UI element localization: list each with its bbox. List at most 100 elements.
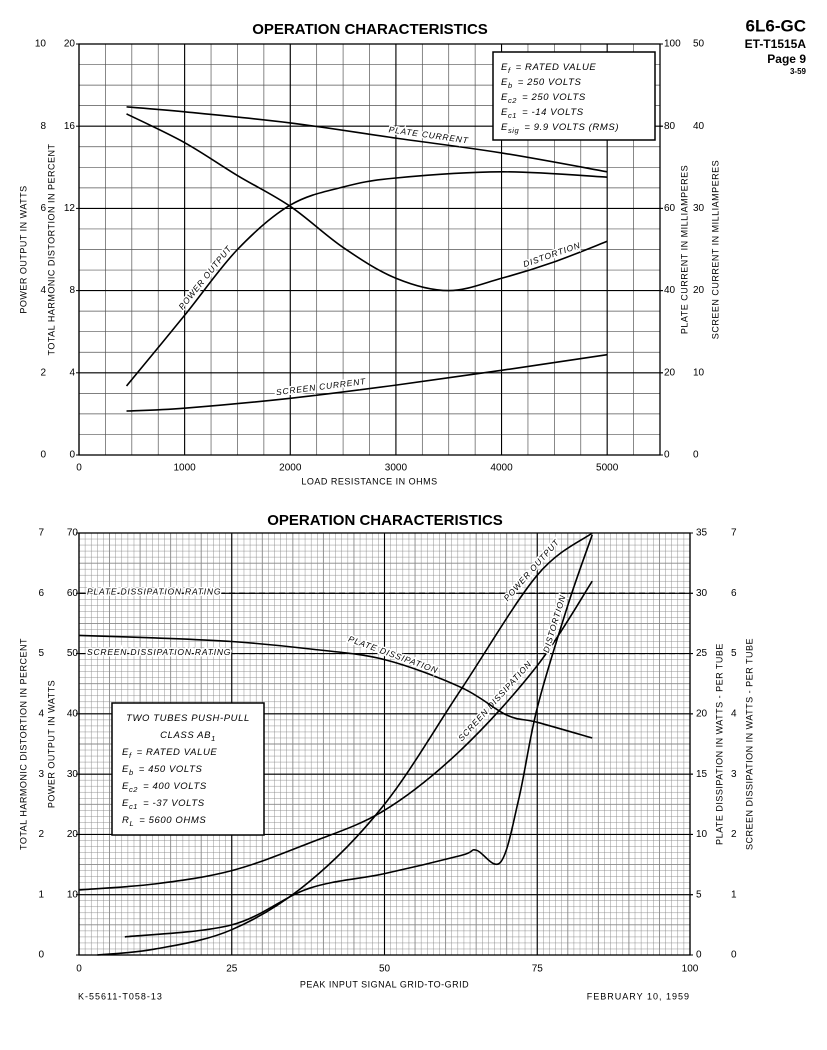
condition-text: E (501, 62, 508, 73)
condition-text: = 400 VOLTS (143, 781, 207, 792)
condition-line: Ec2 = 400 VOLTS (122, 781, 207, 795)
subscript: b (508, 81, 513, 90)
x-tick-label: 2000 (279, 463, 302, 474)
condition-text: TWO TUBES PUSH-PULL (126, 713, 250, 724)
y-tick-label: 20 (693, 285, 705, 296)
y-tick-label: 4 (69, 367, 75, 378)
drawing-number: K-55611-T058-13 (78, 991, 163, 1001)
y-tick-label: 60 (67, 588, 79, 599)
y-tick-label: 50 (67, 648, 79, 659)
y-tick-label: 80 (664, 121, 676, 132)
subscript: 1 (211, 734, 216, 743)
y-tick-label: 35 (696, 528, 708, 539)
x-tick-label: 25 (226, 964, 238, 975)
y-tick-label: 70 (67, 528, 79, 539)
y-tick-label: 8 (69, 285, 75, 296)
rating-label: PLATE DISSIPATION RATING (87, 587, 221, 597)
condition-line: RL = 5600 OHMS (122, 815, 206, 829)
y-tick-label: 4 (40, 285, 46, 296)
subscript: f (508, 66, 511, 75)
y-tick-label: 20 (67, 829, 79, 840)
condition-text: E (122, 798, 129, 809)
y-tick-label: 0 (38, 950, 44, 961)
x-axis-title: LOAD RESISTANCE IN OHMS (301, 476, 437, 486)
x-tick-label: 1000 (174, 463, 197, 474)
condition-line: Ec2 = 250 VOLTS (501, 92, 586, 106)
x-tick-label: 0 (76, 964, 82, 975)
y-tick-label: 40 (693, 121, 705, 132)
y-tick-label: 0 (693, 450, 699, 461)
rating-label: SCREEN DISSIPATION RATING (87, 647, 231, 657)
condition-text: E (122, 781, 129, 792)
y-axis-title: TOTAL HARMONIC DISTORTION IN PERCENT (18, 638, 28, 850)
y-tick-label: 40 (67, 708, 79, 719)
y-tick-label: 20 (664, 367, 676, 378)
curve (126, 113, 608, 292)
curve (97, 532, 593, 956)
condition-text: R (122, 815, 129, 826)
condition-line: Ef = RATED VALUE (501, 62, 596, 76)
y-tick-label: 0 (40, 450, 46, 461)
y-axis-title: SCREEN CURRENT IN MILLIAMPERES (710, 160, 720, 339)
condition-text: = -14 VOLTS (522, 107, 584, 118)
condition-line: CLASS AB1 (160, 730, 216, 744)
y-tick-label: 100 (664, 39, 681, 50)
condition-text: CLASS AB (160, 730, 211, 741)
subscript: c1 (129, 802, 138, 811)
y-tick-label: 30 (67, 769, 79, 780)
x-tick-label: 3000 (385, 463, 408, 474)
y-tick-label: 10 (35, 39, 47, 50)
y-tick-label: 5 (38, 648, 44, 659)
y-tick-label: 50 (693, 39, 705, 50)
y-tick-label: 12 (64, 203, 76, 214)
y-tick-label: 0 (69, 450, 75, 461)
y-tick-label: 4 (38, 708, 44, 719)
y-tick-label: 1 (38, 889, 44, 900)
y-axis-title: SCREEN DISSIPATION IN WATTS - PER TUBE (744, 638, 754, 850)
y-tick-label: 8 (40, 121, 46, 132)
chart-title: OPERATION CHARACTERISTICS (267, 512, 503, 529)
y-tick-label: 7 (731, 528, 737, 539)
y-tick-label: 6 (40, 203, 46, 214)
y-tick-label: 20 (696, 708, 708, 719)
subscript: L (129, 819, 134, 828)
condition-text: E (501, 92, 508, 103)
y-tick-label: 4 (731, 708, 737, 719)
y-tick-label: 7 (38, 528, 44, 539)
y-tick-label: 0 (664, 450, 670, 461)
y-axis-title: POWER OUTPUT IN WATTS (46, 680, 56, 808)
subscript: sig (508, 126, 520, 135)
y-tick-label: 10 (696, 829, 708, 840)
y-tick-label: 2 (731, 829, 737, 840)
subscript: f (129, 751, 132, 760)
page-number: Page 9 (767, 52, 806, 66)
condition-text: E (501, 107, 508, 118)
y-tick-label: 0 (696, 950, 702, 961)
issue-date: 3-59 (790, 67, 807, 76)
y-tick-label: 25 (696, 648, 708, 659)
y-tick-label: 1 (731, 889, 737, 900)
curve (78, 634, 593, 739)
y-tick-label: 0 (731, 950, 737, 961)
condition-line: Esig = 9.9 VOLTS (RMS) (501, 122, 619, 136)
conditions-box (492, 51, 656, 141)
subscript: c2 (129, 785, 138, 794)
y-tick-label: 2 (38, 829, 44, 840)
condition-text: = 450 VOLTS (139, 764, 203, 775)
y-tick-label: 6 (38, 588, 44, 599)
condition-text: = 9.9 VOLTS (RMS) (524, 122, 619, 133)
y-axis-title: POWER OUTPUT IN WATTS (18, 185, 28, 313)
y-tick-label: 5 (731, 648, 737, 659)
y-tick-label: 40 (664, 285, 676, 296)
condition-text: E (122, 764, 129, 775)
code: ET-T1515A (745, 37, 807, 51)
y-tick-label: 3 (38, 769, 44, 780)
condition-line: TWO TUBES PUSH-PULL (126, 713, 250, 724)
y-tick-label: 60 (664, 203, 676, 214)
x-tick-label: 75 (532, 964, 544, 975)
y-tick-label: 3 (731, 769, 737, 780)
tube-type: 6L6-GC (746, 16, 806, 35)
x-axis-title: PEAK INPUT SIGNAL GRID-TO-GRID (300, 979, 469, 989)
condition-line: Ef = RATED VALUE (122, 747, 217, 761)
